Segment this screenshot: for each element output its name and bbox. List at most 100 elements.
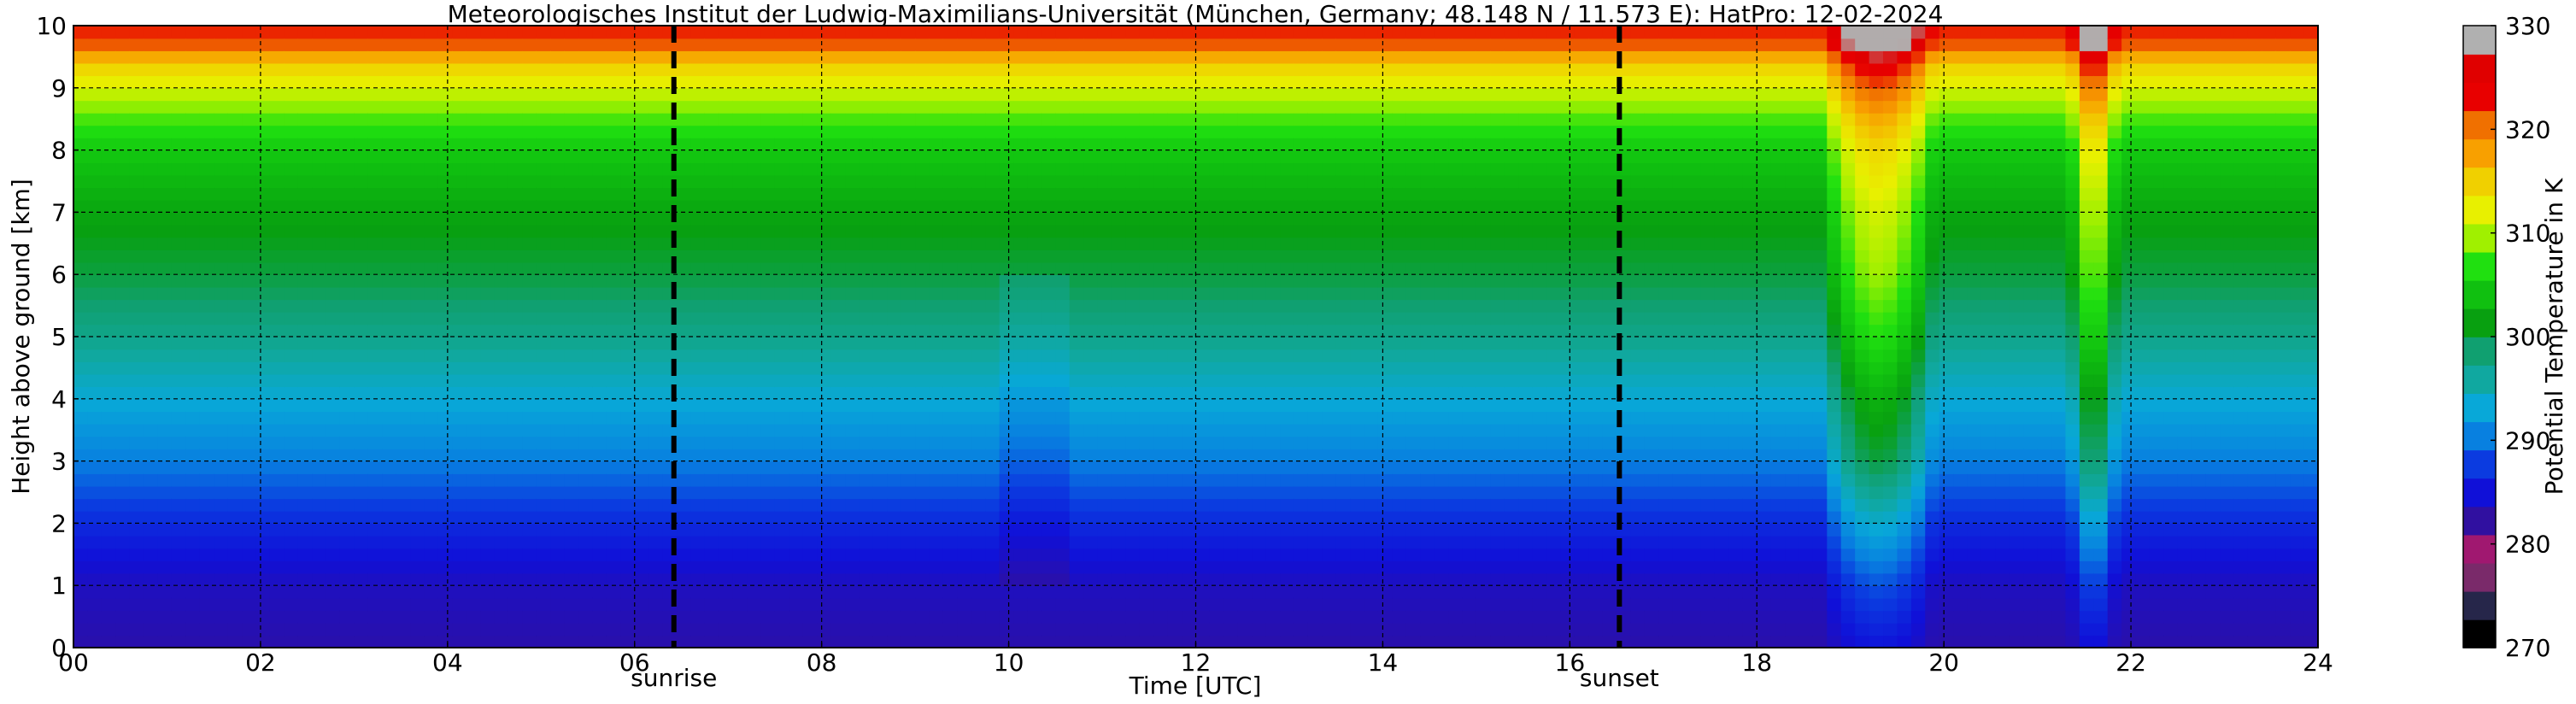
heatmap-cell: [1027, 523, 1042, 537]
heatmap-cell: [971, 436, 987, 449]
chart-title: Meteorologisches Institut der Ludwig-Max…: [448, 0, 1944, 28]
heatmap-cell: [817, 87, 832, 102]
heatmap-cell: [382, 50, 397, 64]
heatmap-cell: [185, 100, 201, 114]
heatmap-cell: [312, 237, 327, 250]
heatmap-cell: [774, 423, 790, 437]
heatmap-cell: [1209, 224, 1225, 238]
heatmap-cell: [1392, 311, 1407, 326]
heatmap-cell: [1069, 75, 1084, 89]
heatmap-cell: [1069, 523, 1084, 537]
heatmap-cell: [73, 436, 89, 449]
heatmap-cell: [1294, 237, 1309, 250]
heatmap-cell: [1392, 324, 1407, 337]
heatmap-cell: [508, 50, 524, 64]
heatmap-cell: [255, 436, 271, 449]
heatmap-cell: [522, 138, 537, 151]
heatmap-cell: [550, 26, 566, 39]
heatmap-cell: [227, 237, 243, 250]
heatmap-cell: [830, 635, 846, 648]
heatmap-cell: [845, 523, 860, 537]
heatmap-cell: [101, 349, 117, 362]
heatmap-cell: [480, 398, 496, 413]
heatmap-cell: [101, 38, 117, 51]
heatmap-cell: [845, 349, 860, 362]
heatmap-cell: [1294, 112, 1309, 126]
heatmap-cell: [620, 386, 636, 400]
heatmap-cell: [887, 449, 902, 462]
heatmap-cell: [157, 261, 173, 275]
heatmap-cell: [999, 286, 1014, 301]
heatmap-cell: [410, 535, 425, 549]
heatmap-cell: [144, 386, 159, 400]
heatmap-cell: [1350, 162, 1365, 176]
heatmap-cell: [971, 535, 987, 549]
heatmap-cell: [578, 100, 594, 114]
heatmap-cell: [1223, 361, 1239, 375]
heatmap-cell: [648, 337, 664, 350]
heatmap-cell: [1013, 100, 1029, 114]
heatmap-cell: [915, 38, 930, 51]
heatmap-cell: [367, 597, 384, 612]
heatmap-cell: [677, 311, 692, 326]
heatmap-cell: [339, 373, 355, 388]
heatmap-cell: [269, 286, 285, 301]
heatmap-cell: [957, 585, 972, 599]
heatmap-cell: [887, 187, 902, 201]
heatmap-cell: [1013, 75, 1029, 89]
heatmap-cell: [227, 261, 243, 275]
heatmap-cell: [872, 373, 889, 388]
heatmap-cell: [171, 449, 187, 462]
heatmap-cell: [367, 548, 384, 561]
heatmap-cell: [887, 535, 902, 549]
heatmap-cell: [1434, 125, 1449, 138]
heatmap-cell: [1111, 560, 1127, 574]
heatmap-cell: [747, 398, 762, 413]
heatmap-cell: [620, 286, 636, 301]
heatmap-cell: [494, 436, 509, 449]
heatmap-cell: [1335, 174, 1351, 189]
heatmap-cell: [550, 523, 566, 537]
heatmap-cell: [915, 187, 930, 201]
heatmap-cell: [1209, 610, 1225, 624]
heatmap-cell: [269, 337, 285, 350]
heatmap-cell: [185, 26, 201, 39]
heatmap-cell: [677, 324, 692, 337]
heatmap-cell: [1013, 212, 1029, 226]
heatmap-cell: [1182, 498, 1197, 512]
heatmap-cell: [1322, 436, 1337, 449]
heatmap-cell: [437, 572, 454, 586]
heatmap-cell: [789, 100, 804, 114]
heatmap-cell: [1280, 87, 1295, 102]
heatmap-cell: [1322, 597, 1337, 612]
heatmap-cell: [592, 237, 607, 250]
heatmap-cell: [466, 423, 481, 437]
heatmap-cell: [157, 174, 173, 189]
heatmap-cell: [774, 125, 790, 138]
heatmap-cell: [367, 436, 384, 449]
heatmap-cell: [732, 398, 748, 413]
heatmap-cell: [817, 324, 832, 337]
heatmap-cell: [185, 473, 201, 487]
heatmap-cell: [522, 100, 537, 114]
heatmap-cell: [255, 286, 271, 301]
heatmap-cell: [887, 498, 902, 512]
heatmap-cell: [802, 212, 818, 226]
heatmap-cell: [1097, 187, 1112, 201]
heatmap-cell: [732, 485, 748, 500]
heatmap-cell: [214, 473, 229, 487]
heatmap-cell: [732, 386, 748, 400]
heatmap-cell: [1350, 498, 1365, 512]
heatmap-cell: [1069, 560, 1084, 574]
heatmap-cell: [971, 299, 987, 313]
heatmap-cell: [339, 498, 355, 512]
heatmap-cell: [1405, 597, 1421, 612]
heatmap-cell: [144, 324, 159, 337]
heatmap-cell: [1335, 548, 1351, 561]
heatmap-cell: [339, 597, 355, 612]
heatmap-cell: [971, 187, 987, 201]
heatmap-cell: [312, 473, 327, 487]
heatmap-cell: [1153, 150, 1169, 163]
heatmap-cell: [1434, 112, 1449, 126]
heatmap-cell: [915, 498, 930, 512]
